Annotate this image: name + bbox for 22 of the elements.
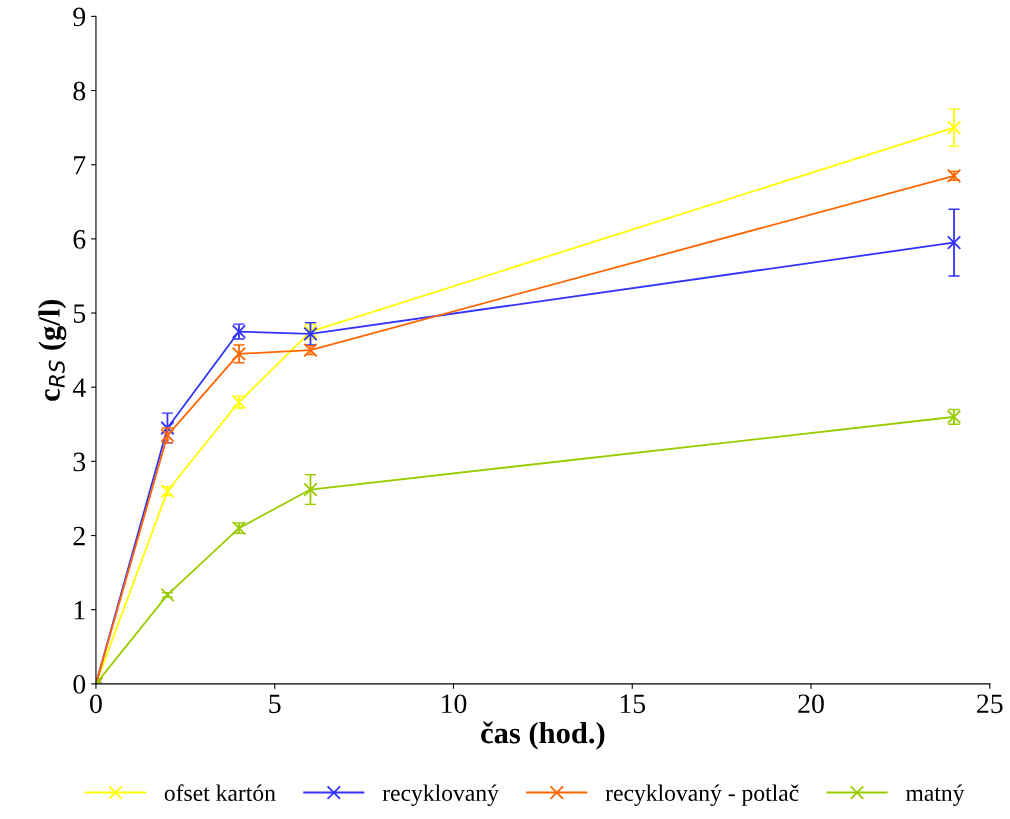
- legend-label: recyklovaný: [382, 784, 499, 806]
- legend-label: ofset kartón: [164, 784, 276, 802]
- x-tick-label: 25: [977, 694, 1003, 714]
- y-tick-label: 2: [73, 526, 85, 546]
- x-axis-title: čas (hod.): [481, 721, 605, 750]
- legend-label: recyklovaný - potlač: [605, 784, 799, 806]
- y-tick-label: 4: [72, 378, 86, 397]
- y-tick-label: 6: [73, 230, 86, 249]
- y-tick-label: 3: [73, 452, 86, 472]
- x-tick-label: 10: [442, 694, 467, 714]
- x-tick-label: 15: [620, 694, 646, 714]
- y-tick-label: 0: [73, 675, 86, 694]
- legend-label: matný: [905, 784, 965, 806]
- x-tick-label: 5: [269, 694, 281, 714]
- y-axis-title: c$_{RS}$ (g/l): [38, 299, 67, 401]
- x-tick-label: 0: [90, 694, 102, 714]
- y-tick-label: 1: [74, 601, 85, 620]
- x-tick-label: 20: [798, 694, 824, 714]
- y-tick-label: 8: [73, 81, 86, 101]
- y-tick-label: 9: [73, 7, 86, 27]
- y-tick-label: 5: [73, 304, 86, 323]
- y-tick-label: 7: [74, 156, 86, 175]
